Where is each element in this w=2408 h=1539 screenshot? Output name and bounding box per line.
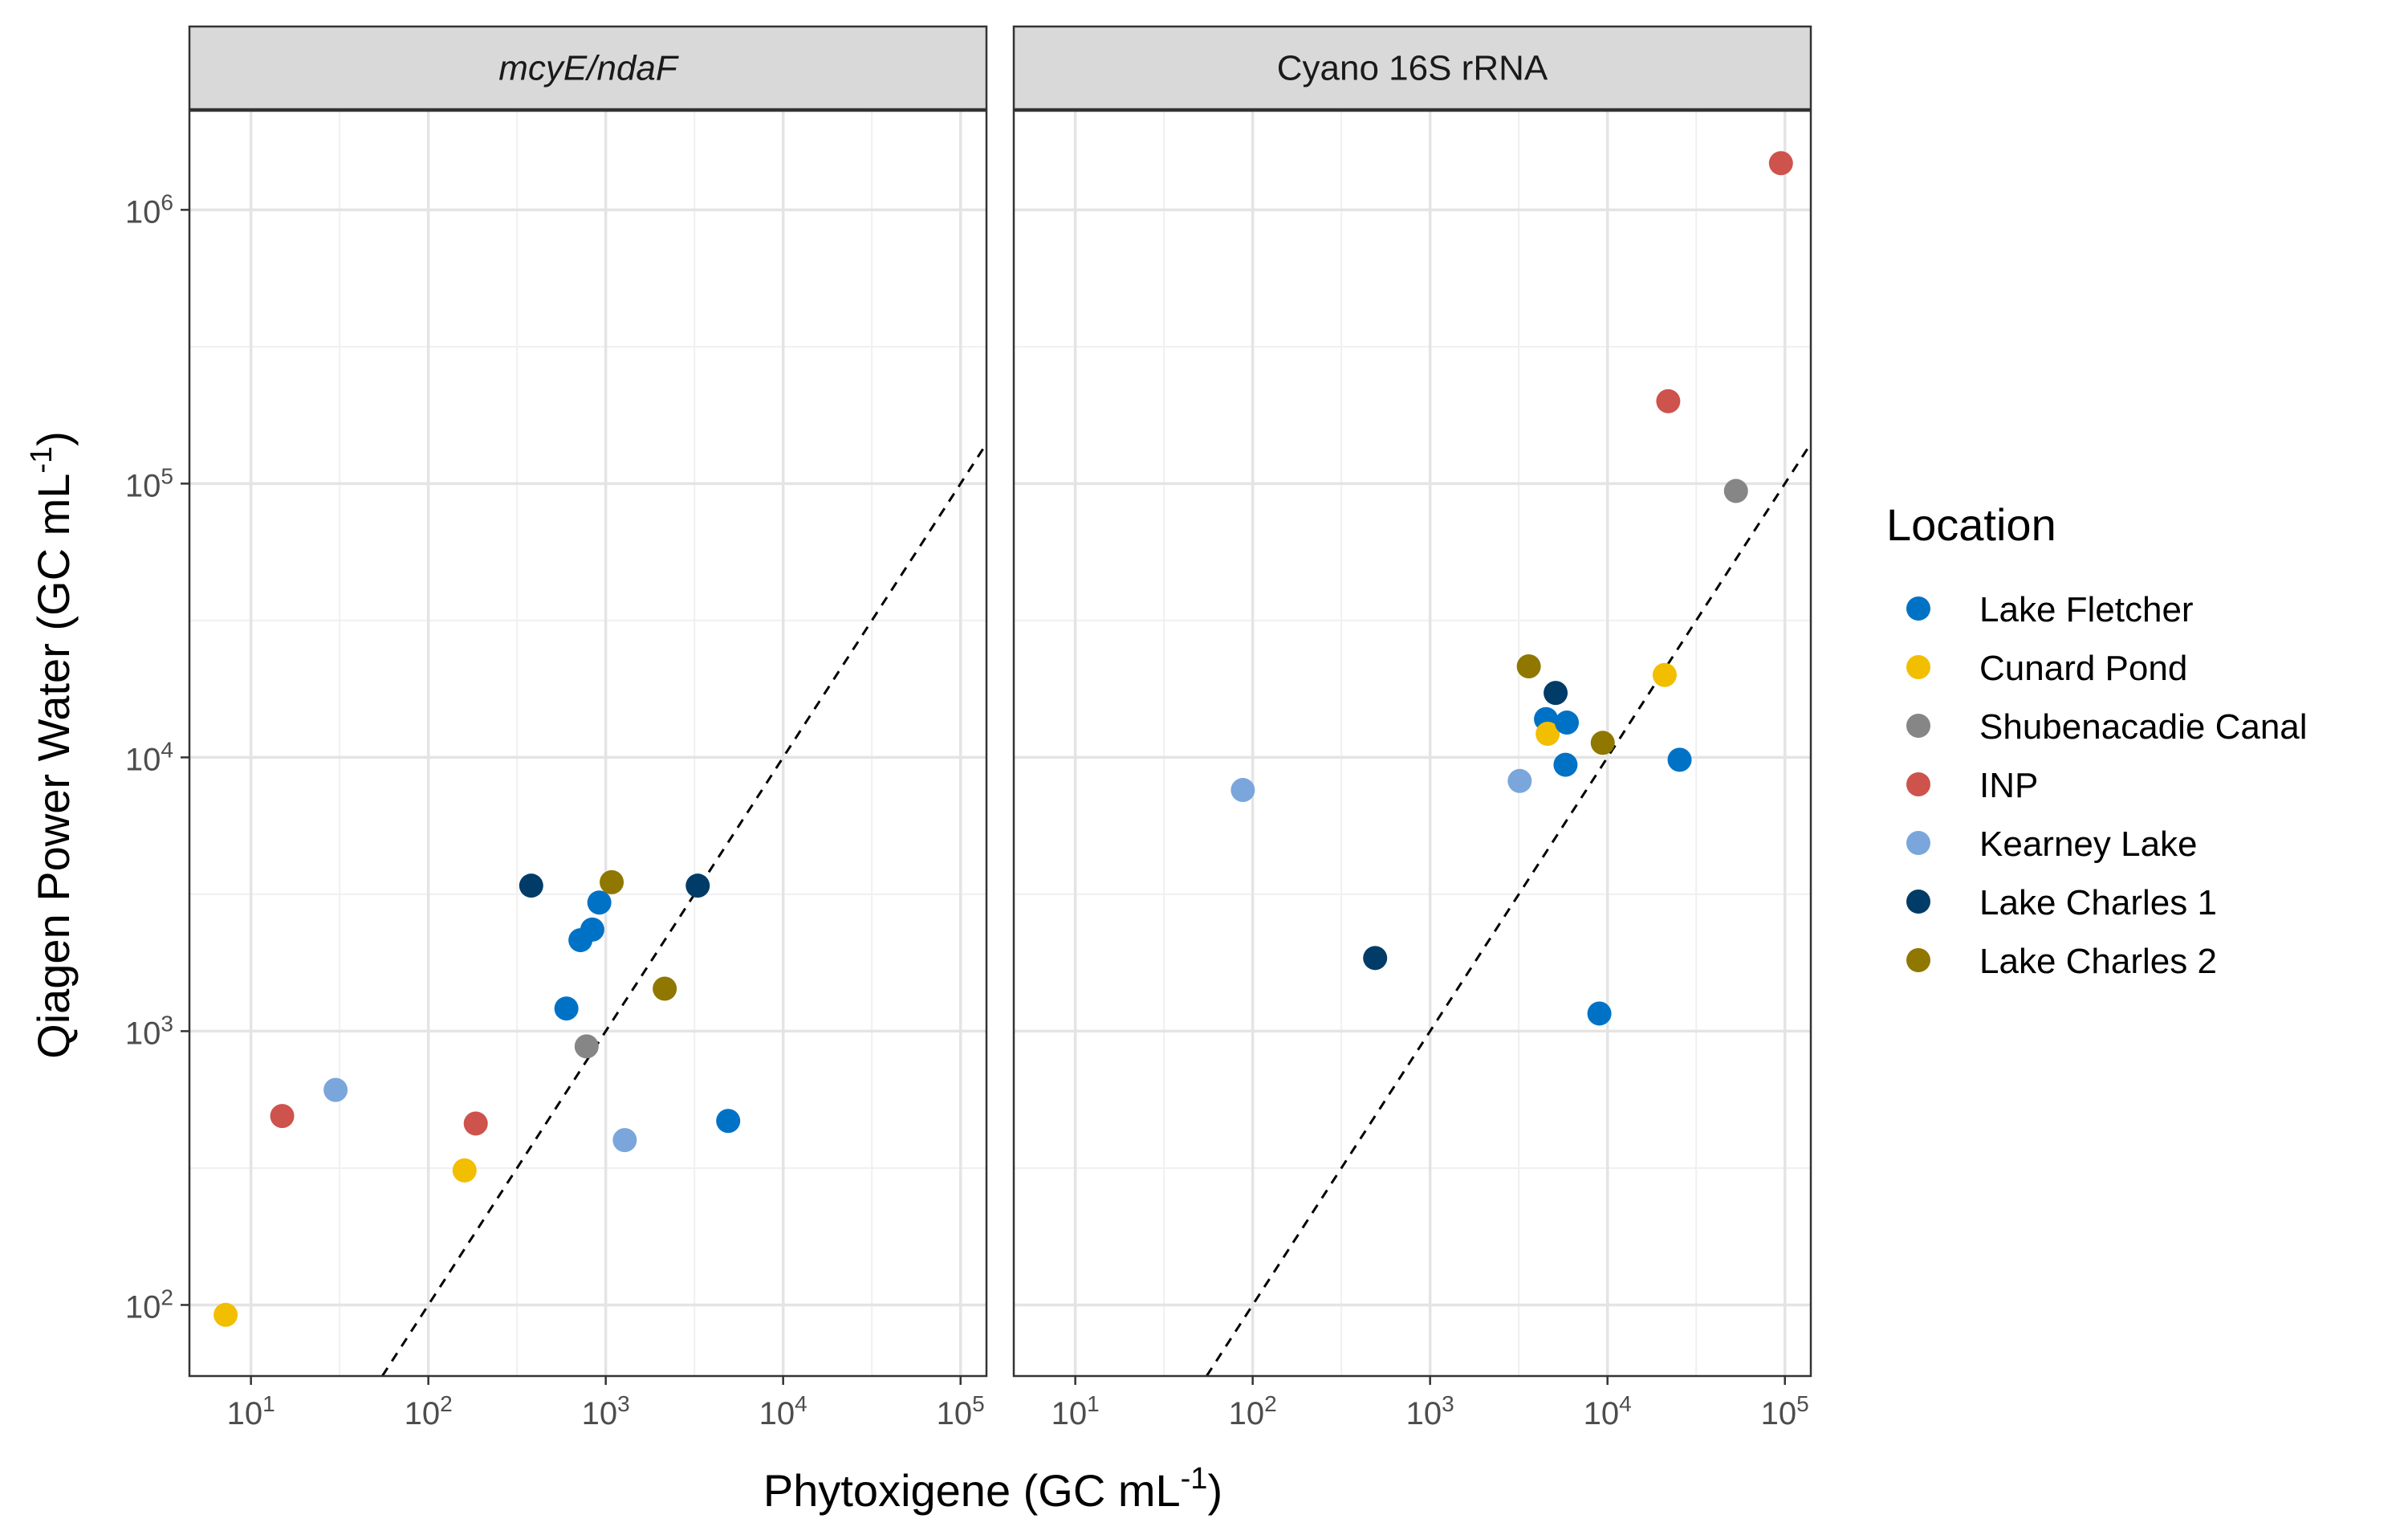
data-point: Kearney Lake <box>1507 768 1532 793</box>
facet-strip-label: Cyano 16S rRNA <box>1277 49 1548 88</box>
panel-border <box>1012 109 1812 1378</box>
legend-label: Cunard Pond <box>1979 649 2187 688</box>
y-tick-label: 105 <box>125 463 173 503</box>
data-point: Lake Fletcher <box>587 890 612 915</box>
data-point: Lake Charles 2 <box>1516 654 1541 679</box>
legend-label: Lake Charles 1 <box>1979 883 2217 922</box>
legend-key <box>1906 772 1930 796</box>
y-tick-label: 103 <box>125 1011 173 1051</box>
x-tick-label: 102 <box>405 1391 453 1431</box>
data-point: Shubenacadie Canal <box>1723 478 1748 503</box>
data-point: INP <box>1656 389 1681 413</box>
x-tick-label: 103 <box>1406 1391 1454 1431</box>
x-axis-title: Phytoxigene (GC mL-1) <box>763 1462 1222 1516</box>
x-tick-label: 102 <box>1229 1391 1277 1431</box>
legend-entry: Kearney Lake <box>1906 824 2198 864</box>
data-point: Kearney Lake <box>323 1077 348 1102</box>
legend-label: Kearney Lake <box>1979 824 2198 864</box>
legend-entry: Lake Charles 2 <box>1906 942 2217 981</box>
facet-strip <box>188 25 988 111</box>
x-axis-title-superscript: -1 <box>1181 1462 1208 1496</box>
data-points: Cunard Pond INP Kearney Lake Cunard Pond INP… <box>214 869 741 1327</box>
plot-background <box>1014 111 1811 1376</box>
facet-strip <box>1012 25 1812 111</box>
x-tick-label: 101 <box>1051 1391 1100 1431</box>
x-tick-label: 104 <box>1584 1391 1632 1431</box>
legend-entry: INP <box>1906 766 2038 805</box>
legend-entry: Lake Fletcher <box>1906 590 2194 629</box>
data-point: Kearney Lake <box>612 1128 637 1153</box>
x-tick-label: 104 <box>759 1391 807 1431</box>
y-axis-title-end: ) <box>28 431 79 446</box>
data-point: Lake Charles 2 <box>600 869 624 894</box>
panel-2: Cyano 16S rRNA Kearney Lake Lake Charles 1… <box>1012 25 1812 1431</box>
legend: Location Lake Fletcher Cunard Pond Shubena… <box>1886 499 2308 981</box>
data-point: Lake Fletcher <box>1667 747 1692 772</box>
identity-reference-line <box>1206 442 1811 1376</box>
legend-entries: Lake Fletcher Cunard Pond Shubenacadie Can… <box>1906 590 2308 981</box>
legend-label: Lake Fletcher <box>1979 590 2194 629</box>
data-point: Shubenacadie Canal <box>574 1034 599 1059</box>
data-point: Cunard Pond <box>452 1158 477 1183</box>
legend-title: Location <box>1886 499 2056 550</box>
x-tick-label: 103 <box>582 1391 630 1431</box>
legend-key <box>1906 831 1930 855</box>
legend-key <box>1906 596 1930 621</box>
data-point: Lake Charles 2 <box>653 976 677 1001</box>
data-point: Lake Fletcher <box>1587 1001 1612 1026</box>
y-tick-label: 104 <box>125 737 173 777</box>
data-point: Cunard Pond <box>1536 721 1560 746</box>
data-point: Lake Charles 1 <box>519 873 543 898</box>
data-point: Lake Charles 1 <box>1544 681 1568 706</box>
y-axis-title-superscript: -1 <box>25 446 59 474</box>
data-points: Kearney Lake Lake Charles 1 Kearney Lake La… <box>1230 151 1793 1026</box>
plot-background <box>189 111 986 1376</box>
data-point: Lake Charles 1 <box>685 873 710 898</box>
legend-label: INP <box>1979 766 2038 805</box>
y-tick-label: 106 <box>125 189 173 230</box>
x-axis-ticks: 101 102 103 104 105 <box>1051 1376 1809 1431</box>
data-point: Cunard Pond <box>214 1302 238 1327</box>
y-axis-ticks: 102 103 104 105 106 <box>125 189 189 1325</box>
legend-entry: Cunard Pond <box>1906 649 2187 688</box>
data-point: Lake Charles 2 <box>1590 731 1615 755</box>
panel-border <box>188 109 988 1378</box>
y-axis-title: Qiagen Power Water (GC mL-1) <box>25 431 79 1059</box>
panels: mcyE/ndaFCunard PondINPKearney LakeCunar… <box>125 25 1812 1431</box>
data-point: INP <box>1768 151 1793 176</box>
x-tick-label: 105 <box>937 1391 985 1431</box>
legend-label: Lake Charles 2 <box>1979 942 2217 981</box>
data-point: Lake Fletcher <box>554 996 579 1021</box>
data-point: Lake Fletcher <box>1555 710 1580 735</box>
data-point: Kearney Lake <box>1230 778 1255 803</box>
data-point: INP <box>270 1104 295 1129</box>
data-point: Lake Fletcher <box>580 917 604 942</box>
legend-key <box>1906 655 1930 679</box>
identity-reference-line <box>381 442 986 1376</box>
data-point: INP <box>463 1111 488 1136</box>
data-point: Cunard Pond <box>1652 662 1677 687</box>
x-tick-label: 105 <box>1761 1391 1809 1431</box>
legend-label: Shubenacadie Canal <box>1979 707 2308 747</box>
legend-entry: Lake Charles 1 <box>1906 883 2217 922</box>
legend-key <box>1906 948 1930 972</box>
panel-1: mcyE/ndaFCunard PondINPKearney LakeCunar… <box>125 25 988 1431</box>
x-tick-label: 101 <box>227 1391 275 1431</box>
x-axis-title-end: ) <box>1207 1465 1222 1516</box>
legend-key <box>1906 890 1930 914</box>
y-tick-label: 102 <box>125 1285 173 1325</box>
gridlines <box>189 111 986 1376</box>
legend-entry: Shubenacadie Canal <box>1906 707 2308 747</box>
data-point: Lake Fletcher <box>1553 752 1578 777</box>
x-axis-title-main: Phytoxigene (GC mL <box>763 1465 1181 1516</box>
legend-key <box>1906 714 1930 738</box>
x-axis-ticks: 101 102 103 104 105 <box>227 1376 985 1431</box>
y-axis-title-main: Qiagen Power Water (GC mL <box>28 474 79 1059</box>
data-point: Lake Fletcher <box>716 1109 741 1134</box>
data-point: Lake Charles 1 <box>1363 946 1388 971</box>
facet-strip-label: mcyE/ndaF <box>498 49 679 88</box>
